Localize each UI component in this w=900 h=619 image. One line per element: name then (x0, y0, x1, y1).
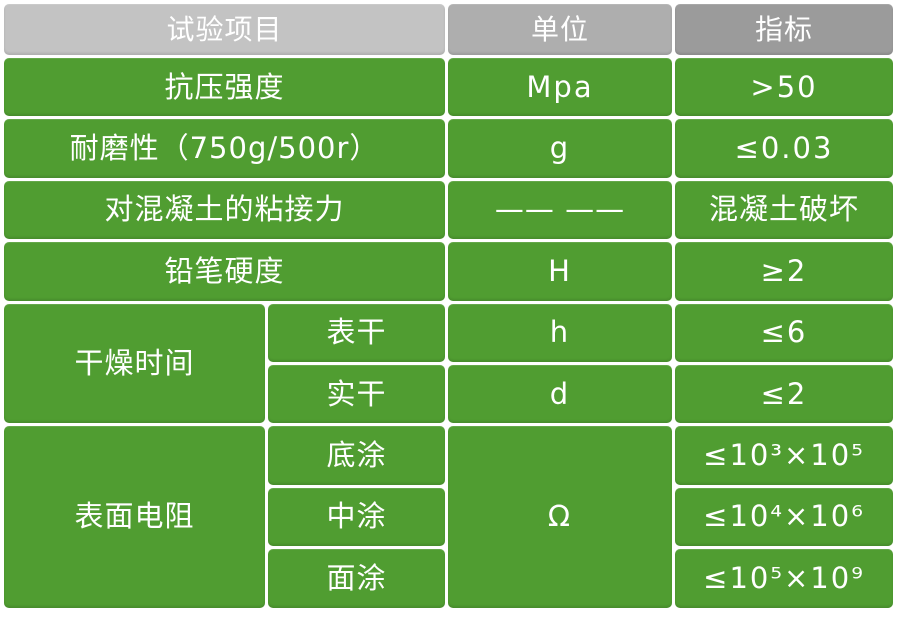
cell-value-surface-dry: ≤6 (675, 303, 893, 362)
cell-unit-wear-resistance: g (448, 119, 672, 178)
cell-unit-pencil-hardness: H (448, 242, 672, 301)
cell-item-drying-time: 干燥时间 (4, 303, 265, 424)
cell-unit-concrete-adhesion: —— —— (448, 180, 672, 240)
cell-item-surface-resistance: 表面电阻 (4, 426, 265, 608)
header-cell-unit: 单位 (448, 4, 672, 55)
cell-value-middle-coat: ≤10⁴×10⁶ (675, 487, 893, 547)
cell-value-top-coat: ≤10⁵×10⁹ (675, 549, 893, 608)
cell-value-concrete-adhesion: 混凝土破坏 (675, 180, 893, 240)
cell-value-pencil-hardness: ≥2 (675, 242, 893, 301)
cell-unit-hard-dry: d (448, 364, 672, 424)
cell-value-hard-dry: ≤2 (675, 364, 893, 424)
header-cell-test-item: 试验项目 (4, 4, 445, 55)
cell-subitem-surface-dry: 表干 (268, 303, 445, 362)
cell-item-compressive-strength: 抗压强度 (4, 58, 445, 117)
cell-value-compressive-strength: >50 (675, 58, 893, 117)
cell-unit-surface-dry: h (448, 303, 672, 362)
cell-subitem-top-coat: 面涂 (268, 549, 445, 608)
cell-unit-compressive-strength: Mpa (448, 58, 672, 117)
cell-subitem-middle-coat: 中涂 (268, 487, 445, 547)
cell-item-wear-resistance: 耐磨性（750g/500r） (4, 119, 445, 178)
cell-item-pencil-hardness: 铅笔硬度 (4, 242, 445, 301)
cell-subitem-hard-dry: 实干 (268, 364, 445, 424)
cell-value-primer-coat: ≤10³×10⁵ (675, 426, 893, 485)
cell-subitem-primer-coat: 底涂 (268, 426, 445, 485)
header-cell-index: 指标 (675, 4, 893, 55)
cell-value-wear-resistance: ≤0.03 (675, 119, 893, 178)
cell-item-concrete-adhesion: 对混凝土的粘接力 (4, 180, 445, 240)
cell-unit-surface-resistance-ohm: Ω (448, 426, 672, 608)
